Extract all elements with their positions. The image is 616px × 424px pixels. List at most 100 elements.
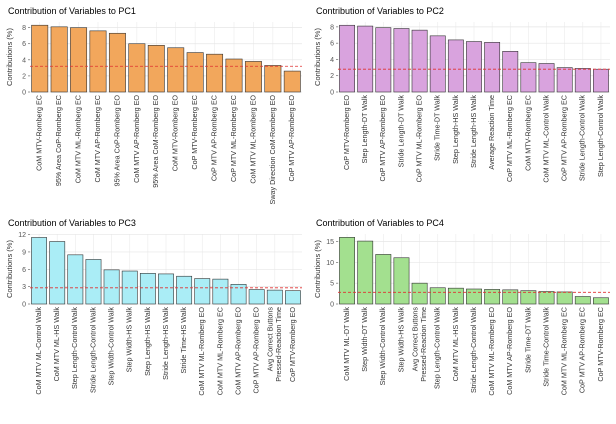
y-tick-label: 0 [330,302,334,309]
y-tick-label: 2 [22,73,26,80]
bar [49,241,66,305]
y-tick-label: 6 [22,267,26,274]
x-tick-label: CoP MTV ML-Romberg EO [415,95,424,183]
y-tick-label: 4 [330,57,334,64]
y-tick-label: 6 [330,41,334,48]
x-tick-label: Stride Time-DT Walk [433,95,442,161]
x-tick-label: Avg Correct ButtonsPressed-Reaction Time [266,307,283,382]
x-tick-label: CoM MTV-Romberg EO [171,95,180,172]
bar [50,26,68,93]
bar [186,52,204,93]
x-tick-label: Step Width-Control Walk [378,307,387,386]
bar [411,29,428,93]
x-tick-label: Stride Time-Control Walk [541,307,550,387]
y-axis-title: Contributions (%) [313,240,322,298]
bar [266,289,283,305]
bar [393,28,410,93]
y-tick-label: 9 [22,249,26,256]
bar [429,35,446,93]
bar [108,32,126,93]
x-tick-label: CoM MTV-Romberg EC [523,95,532,171]
x-tick-label: CoM MTV ML-HS Walk [52,307,61,382]
x-tick-label: CoP MTV AP-Romberg EC [209,95,218,181]
bar [375,254,392,305]
y-tick-label: 8 [330,24,334,31]
x-tick-label: CoM MTV AP-Romberg EC [93,95,102,182]
x-tick-label: Step Length-Control Walk [596,95,605,177]
panel: Contribution of Variables to PC2 Contribu… [313,6,610,183]
x-tick-label: Average Reaction Time [487,95,496,170]
x-tick-label: CoP MTV-Romberg EC [596,307,605,382]
bar [85,259,102,305]
x-tick-label: CoP MTV ML-Romberg EC [505,95,514,182]
y-tick-label: 0 [22,90,26,97]
bar [230,284,247,305]
chart-title: Contribution of Variables to PC2 [316,6,444,16]
x-tick-label: Sway Direction CoM-Romberg EO [268,95,277,205]
x-tick-label: Step Length-DT Walk [360,95,369,164]
x-tick-label: Stride Length-HS Walk [469,95,478,168]
bar [393,257,410,305]
x-tick-label: Stride Length-Control Walk [88,307,97,393]
panel: Contribution of Variables to PC3 Contribu… [5,218,302,396]
x-tick-label: CoP MTV AP-Romberg EC [560,95,569,181]
x-tick-label: Stride Length-HS Walk [161,307,170,380]
bar [176,275,193,305]
bar [593,68,609,93]
bar [556,291,573,305]
y-tick-label: 8 [22,25,26,32]
x-tick-label: Step Length-Control Walk [433,307,442,389]
x-tick-label: CoP MTV-Romberg EO [288,307,297,382]
x-tick-label: Stride Length-DT Walk [396,95,405,168]
x-tick-label: CoM MTV ML-HS Walk [451,307,460,382]
x-tick-label: 95% Area CoM-Romberg EO [151,95,160,188]
bar [538,63,555,93]
y-tick-label: 2 [330,73,334,80]
x-tick-label: CoM MTV AP-Romberg EO [132,95,141,183]
bar [593,297,609,305]
x-tick-label: 95% Area CoP-Romberg EC [54,95,63,186]
x-tick-label: CoP MTV-Romberg EC [190,95,199,170]
bar [339,24,355,93]
bar [520,290,537,305]
x-tick-label: CoM MTV ML-Romberg EO [197,307,206,396]
bar [538,291,555,305]
x-tick-label: CoM MTV ML-DT Walk [342,307,351,381]
bar [139,273,156,305]
x-tick-label: CoM MTV-Romberg EC [35,95,44,171]
bar [357,240,374,305]
x-tick-label: CoM MTV AP-Romberg EO [505,307,514,395]
x-tick-label: Step Length-Control Walk [70,307,79,389]
y-tick-label: 0 [330,90,334,97]
bar [339,237,355,305]
bar [556,67,573,93]
x-tick-label: Step Width-DT Walk [360,307,369,372]
x-tick-label: CoP MTV ML-Romberg EC [229,95,238,182]
x-tick-label: CoP MTV AP-Romberg EO [378,95,387,182]
y-tick-label: 10 [326,260,334,267]
x-tick-label: CoP MTV-Romberg EO [342,95,351,170]
bar [484,289,501,305]
y-tick-label: 6 [22,41,26,48]
bar [167,47,185,93]
y-tick-label: 5 [330,281,334,288]
chart-title: Contribution of Variables to PC4 [316,218,444,228]
bar [248,289,265,305]
x-tick-label: Step Length-HS Walk [143,307,152,376]
bar [158,273,174,305]
x-tick-label: Avg Correct ButtonsPressed-Reaction Time [410,307,427,382]
y-tick-label: 12 [18,232,26,239]
x-tick-label: Step Width-Control Walk [107,307,116,386]
x-tick-label: CoM MTV ML-Romberg EO [248,95,257,184]
panel: Contribution of Variables to PC4 Contribu… [313,218,610,396]
chart-title: Contribution of Variables to PC1 [8,6,136,16]
x-tick-label: Step Width-HS Walk [396,307,405,373]
bar [447,287,464,305]
x-tick-label: CoM MTV ML-Romberg EC [215,307,224,395]
bar [574,296,591,305]
y-axis-title: Contributions (%) [313,28,322,86]
bar [429,287,446,305]
bar [502,289,519,305]
y-tick-label: 4 [22,57,26,64]
